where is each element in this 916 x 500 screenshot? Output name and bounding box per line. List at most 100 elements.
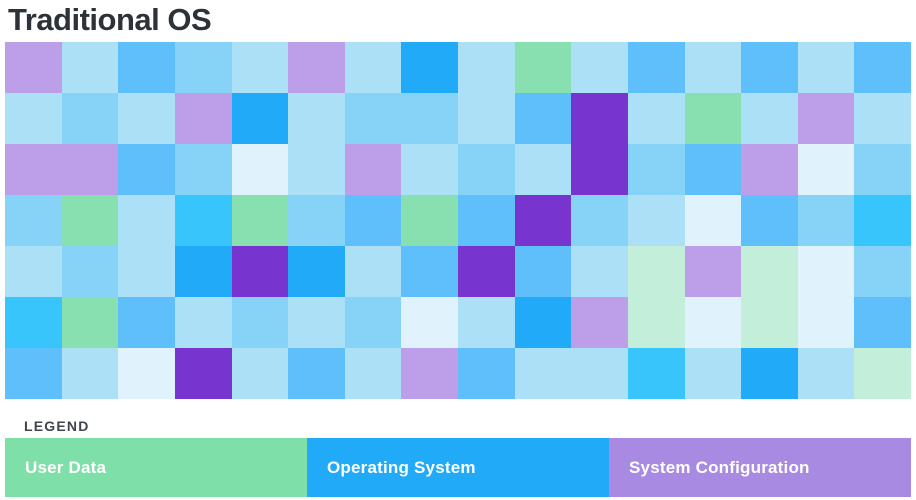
grid-cell (344, 42, 402, 93)
grid-cell (571, 195, 628, 246)
legend-bar: User Data Operating System System Configur… (5, 438, 911, 497)
grid-cell (401, 297, 458, 348)
grid-cell (458, 195, 515, 246)
grid-cell (684, 93, 742, 144)
grid-cell (5, 195, 62, 246)
grid-cell (514, 348, 572, 399)
grid-cell (344, 297, 402, 348)
grid-cell (571, 42, 628, 93)
grid-cell (231, 297, 289, 348)
grid-cell (571, 297, 628, 348)
grid-cell (174, 297, 232, 348)
grid-cell (741, 42, 798, 93)
grid-cell (854, 246, 911, 297)
grid-cell (571, 93, 628, 144)
page-title: Traditional OS (8, 2, 212, 37)
grid-cell (514, 246, 572, 297)
grid-cell (5, 246, 62, 297)
grid-cell (231, 195, 289, 246)
grid-cell (61, 246, 119, 297)
grid-cell (514, 42, 572, 93)
grid-cell (684, 144, 742, 195)
grid-cell (118, 195, 175, 246)
grid-cell (684, 246, 742, 297)
grid-cell (854, 348, 911, 399)
grid-cell (118, 42, 175, 93)
grid-cell (514, 297, 572, 348)
grid-cell (741, 144, 798, 195)
grid-cell (458, 42, 515, 93)
grid-cell (174, 42, 232, 93)
grid-cell (174, 195, 232, 246)
grid-cell (458, 297, 515, 348)
grid-cell (684, 195, 742, 246)
grid-cell (514, 93, 572, 144)
grid-cell (288, 93, 345, 144)
grid-cell (5, 348, 62, 399)
grid-cell (797, 144, 855, 195)
grid-cell (854, 297, 911, 348)
grid-cell (797, 348, 855, 399)
grid-cell (5, 297, 62, 348)
grid-cell (231, 42, 289, 93)
grid-cell (288, 348, 345, 399)
grid-cell (401, 348, 458, 399)
grid-cell (61, 42, 119, 93)
grid-cell (401, 195, 458, 246)
grid-cell (797, 42, 855, 93)
grid-cell (684, 348, 742, 399)
grid-cell (741, 246, 798, 297)
grid-cell (61, 144, 119, 195)
grid-cell (458, 93, 515, 144)
grid-cell (571, 246, 628, 297)
grid-cell (458, 348, 515, 399)
grid-cell (741, 348, 798, 399)
grid-cell (118, 348, 175, 399)
legend-item-label: System Configuration (629, 457, 810, 477)
grid-cell (627, 348, 685, 399)
grid-cell (571, 144, 628, 195)
grid-cell (61, 348, 119, 399)
grid-cell (61, 93, 119, 144)
grid-cell (797, 297, 855, 348)
grid-cell (118, 297, 175, 348)
grid-cell (118, 93, 175, 144)
grid-cell (627, 93, 685, 144)
grid-cell (231, 348, 289, 399)
grid-cell (854, 195, 911, 246)
grid-cell (118, 144, 175, 195)
grid-cell (401, 144, 458, 195)
grid-cell (288, 144, 345, 195)
grid-cell (627, 297, 685, 348)
grid-cell (288, 297, 345, 348)
grid-cell (401, 246, 458, 297)
grid-cell (854, 144, 911, 195)
grid-cell (514, 144, 572, 195)
grid-cell (174, 246, 232, 297)
grid-cell (61, 195, 119, 246)
block-grid (5, 42, 911, 399)
legend-item-operating-system: Operating System (307, 438, 609, 497)
grid-cell (5, 42, 62, 93)
grid-cell (797, 195, 855, 246)
legend-item-user-data: User Data (5, 438, 307, 497)
grid-cell (684, 297, 742, 348)
legend-label: LEGEND (24, 418, 90, 434)
grid-cell (627, 42, 685, 93)
grid-cell (344, 348, 402, 399)
grid-cell (627, 195, 685, 246)
grid-cell (854, 42, 911, 93)
grid-cell (231, 93, 289, 144)
grid-cell (344, 195, 402, 246)
grid-cell (288, 42, 345, 93)
grid-cell (231, 246, 289, 297)
grid-cell (5, 93, 62, 144)
grid-cell (741, 195, 798, 246)
legend-item-label: Operating System (327, 457, 476, 477)
grid-cell (627, 246, 685, 297)
grid-cell (458, 246, 515, 297)
grid-cell (797, 93, 855, 144)
grid-cell (174, 144, 232, 195)
legend-item-label: User Data (25, 457, 107, 477)
grid-cell (5, 144, 62, 195)
